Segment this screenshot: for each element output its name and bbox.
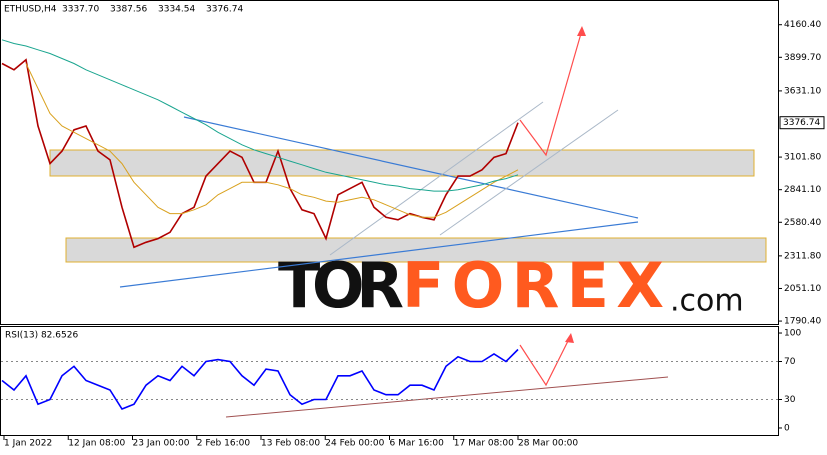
watermark-com: .com (670, 284, 744, 319)
x-tick-label: 2 Feb 16:00 (197, 439, 251, 449)
y-tick-label: 4160.40 (784, 20, 821, 30)
drawings (119, 26, 669, 418)
symbol: ETHUSD,H4 (4, 5, 57, 15)
rsi-trendline (225, 376, 669, 418)
y-tick-label: 30 (784, 395, 796, 405)
channel-line (329, 101, 544, 256)
rsi-title: RSI(13) 82.6526 (5, 331, 78, 341)
series-line (1, 39, 519, 192)
close: 3376.74 (206, 5, 243, 15)
open: 3337.70 (62, 5, 99, 15)
y-tick-label: 3631.10 (784, 86, 821, 96)
arrow-head (577, 26, 586, 36)
x-tick-label: 13 Feb 08:00 (261, 439, 320, 449)
x-tick-label: 23 Jan 00:00 (133, 439, 190, 449)
series-line (1, 348, 519, 410)
x-tick-label: 12 Jan 08:00 (68, 439, 125, 449)
last-price-box (779, 116, 825, 130)
y-tick-label: 2841.10 (784, 185, 821, 195)
series-line (25, 63, 519, 218)
y-tick-label: 3899.70 (784, 53, 821, 63)
y-tick-label: 0 (784, 423, 790, 433)
rsi-pane (0, 326, 779, 436)
x-tick-label: 1 Jan 2022 (4, 439, 52, 449)
y-tick-label: 2051.10 (784, 284, 821, 294)
x-tick-label: 24 Feb 00:00 (325, 439, 384, 449)
resistance-zone (49, 149, 755, 177)
support-zone (65, 237, 767, 263)
low: 3334.54 (158, 5, 195, 15)
y-tick-label: 70 (784, 357, 796, 367)
x-tick-label: 17 Mar 08:00 (454, 439, 514, 449)
y-tick-label: 1790.40 (784, 317, 821, 327)
y-tick-label: 2311.80 (784, 251, 821, 261)
x-tick-label: 6 Mar 16:00 (390, 439, 445, 449)
rsi-forecast-arrow (519, 336, 571, 387)
arrow-head (565, 333, 574, 343)
y-tick-label: 100 (784, 329, 801, 339)
y-tick-label: 2580.40 (784, 218, 821, 228)
watermark-forex: FOREX (402, 249, 664, 322)
high: 3387.56 (110, 5, 147, 15)
trendline (119, 221, 639, 288)
forecast-arrow (519, 29, 583, 157)
x-tick-label: 28 Mar 00:00 (518, 439, 578, 449)
channel-line (439, 109, 619, 236)
last-price-label: 3376.74 (783, 118, 820, 128)
watermark-tor: TOR (278, 249, 404, 322)
y-tick-label: 3101.80 (784, 153, 821, 163)
trendline (183, 116, 639, 219)
price-pane (0, 0, 779, 325)
